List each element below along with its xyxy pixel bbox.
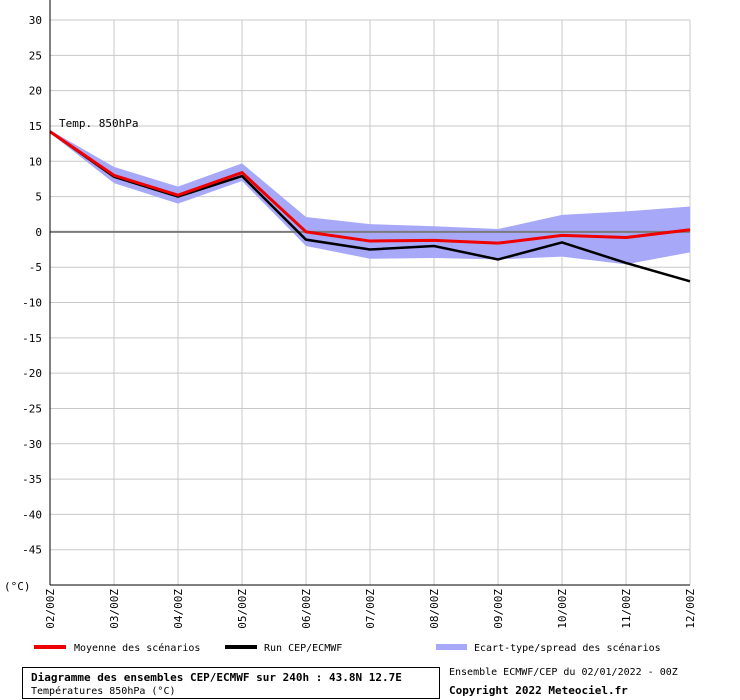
x-tick-label: 04/00Z <box>172 589 185 629</box>
grid <box>50 19 691 585</box>
legend: Moyenne des scénarios Run CEP/ECMWF Ecart-… <box>34 642 661 654</box>
x-tick-label: 07/00Z <box>364 589 377 629</box>
y-tick-label: -20 <box>22 367 42 380</box>
legend-label: Run CEP/ECMWF <box>264 643 342 654</box>
mean-scenarios-line <box>49 130 691 245</box>
spread-polygon <box>50 130 690 265</box>
y-tick-label: -45 <box>22 544 42 557</box>
y-tick-label: 5 <box>35 191 42 204</box>
x-tick-label: 02/00Z <box>44 589 57 629</box>
y-tick-label: -15 <box>22 332 42 345</box>
y-tick-labels: 30 25 20 15 10 5 0 -5 -10 -15 -20 -25 -30 -35 -40 -45 <box>22 14 42 557</box>
chart-title-box: Diagramme des ensembles CEP/ECMWF sur 24… <box>22 667 440 699</box>
x-tick-label: 03/00Z <box>108 589 121 629</box>
y-tick-label: -35 <box>22 473 42 486</box>
y-axis-unit-label: (°C) <box>4 580 31 593</box>
y-tick-label: 25 <box>29 49 42 62</box>
copyright: Copyright 2022 Meteociel.fr <box>449 684 628 697</box>
y-tick-label: -10 <box>22 297 42 310</box>
x-tick-label: 11/00Z <box>620 589 633 629</box>
y-tick-label: 20 <box>29 85 42 98</box>
legend-item: Moyenne des scénarios <box>34 642 200 654</box>
chart-title: Diagramme des ensembles CEP/ECMWF sur 24… <box>31 671 402 684</box>
y-tick-label: -5 <box>29 261 42 274</box>
spread-band <box>50 130 690 265</box>
y-tick-label: -40 <box>22 508 42 521</box>
x-tick-label: 06/00Z <box>300 589 313 629</box>
x-tick-label: 10/00Z <box>556 589 569 629</box>
x-tick-label: 09/00Z <box>492 589 505 629</box>
y-tick-label: 0 <box>35 226 42 239</box>
y-tick-label: 10 <box>29 155 42 168</box>
y-tick-label: -25 <box>22 402 42 415</box>
x-tick-label: 08/00Z <box>428 589 441 629</box>
y-tick-label: 30 <box>29 14 42 27</box>
run-info: Ensemble ECMWF/CEP du 02/01/2022 - 00Z <box>449 667 678 678</box>
chart-subtitle: Températures 850hPa (°C) <box>31 686 176 697</box>
temp-850hpa-annotation: Temp. 850hPa <box>59 117 138 130</box>
legend-item: Ecart-type/spread des scénarios <box>436 642 661 654</box>
axes <box>49 0 690 586</box>
legend-label: Ecart-type/spread des scénarios <box>474 642 661 654</box>
y-tick-label: 15 <box>29 120 42 133</box>
legend-label: Moyenne des scénarios <box>74 642 200 654</box>
x-tick-label: 05/00Z <box>236 589 249 629</box>
series-lines <box>49 130 691 283</box>
legend-item: Run CEP/ECMWF <box>225 643 342 654</box>
x-tick-label: 12/00Z <box>684 589 697 629</box>
x-tick-labels: 02/00Z 03/00Z 04/00Z 05/00Z 06/00Z 07/00Z 08/0… <box>44 589 697 629</box>
y-tick-label: -30 <box>22 438 42 451</box>
